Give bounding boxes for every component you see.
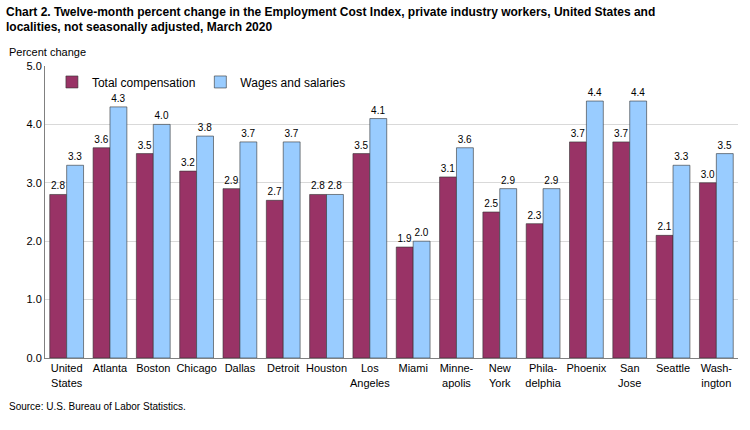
svg-text:2.9: 2.9 <box>544 175 558 186</box>
svg-text:Wages and salaries: Wages and salaries <box>240 76 345 90</box>
svg-text:Wash-ington: Wash-ington <box>701 362 733 388</box>
svg-text:2.8: 2.8 <box>51 180 65 191</box>
svg-text:Boston: Boston <box>136 362 170 374</box>
svg-text:0.0: 0.0 <box>27 352 42 364</box>
svg-text:1.0: 1.0 <box>27 293 42 305</box>
svg-text:Minne-apolis: Minne-apolis <box>440 362 474 388</box>
svg-text:4.0: 4.0 <box>155 110 169 121</box>
svg-text:3.7: 3.7 <box>571 128 585 139</box>
svg-text:UnitedStates: UnitedStates <box>51 362 83 388</box>
svg-text:4.0: 4.0 <box>27 118 42 130</box>
svg-text:3.7: 3.7 <box>614 128 628 139</box>
svg-text:3.6: 3.6 <box>458 134 472 145</box>
svg-text:3.7: 3.7 <box>241 128 255 139</box>
svg-text:4.4: 4.4 <box>588 87 602 98</box>
svg-text:2.9: 2.9 <box>501 175 515 186</box>
svg-text:4.1: 4.1 <box>371 105 385 116</box>
svg-text:4.4: 4.4 <box>631 87 645 98</box>
svg-text:2.8: 2.8 <box>328 180 342 191</box>
svg-text:3.5: 3.5 <box>138 140 152 151</box>
svg-text:3.3: 3.3 <box>674 151 688 162</box>
svg-text:2.7: 2.7 <box>268 186 282 197</box>
svg-text:2.3: 2.3 <box>527 210 541 221</box>
svg-text:2.0: 2.0 <box>27 235 42 247</box>
svg-text:Chicago: Chicago <box>176 362 216 374</box>
svg-text:5.0: 5.0 <box>27 60 42 72</box>
svg-text:Source: U.S. Bureau of Labor S: Source: U.S. Bureau of Labor Statistics. <box>9 401 186 412</box>
svg-text:Atlanta: Atlanta <box>93 362 128 374</box>
svg-text:2.0: 2.0 <box>414 227 428 238</box>
svg-text:4.3: 4.3 <box>111 93 125 104</box>
svg-text:Seattle: Seattle <box>656 362 690 374</box>
svg-text:Dallas: Dallas <box>225 362 256 374</box>
svg-text:Houston: Houston <box>306 362 347 374</box>
svg-text:2.5: 2.5 <box>484 198 498 209</box>
svg-text:3.1: 3.1 <box>441 163 455 174</box>
svg-text:3.8: 3.8 <box>198 122 212 133</box>
svg-text:3.0: 3.0 <box>27 177 42 189</box>
svg-text:SanJose: SanJose <box>618 362 641 388</box>
svg-text:Phoenix: Phoenix <box>567 362 607 374</box>
svg-text:3.5: 3.5 <box>354 140 368 151</box>
svg-text:1.9: 1.9 <box>398 233 412 244</box>
svg-text:Chart 2. Twelve-month percent: Chart 2. Twelve-month percent change in … <box>6 5 655 35</box>
svg-text:Detroit: Detroit <box>267 362 299 374</box>
svg-text:Total compensation: Total compensation <box>92 76 195 90</box>
svg-text:3.2: 3.2 <box>181 157 195 168</box>
svg-text:3.7: 3.7 <box>284 128 298 139</box>
svg-text:2.9: 2.9 <box>224 175 238 186</box>
svg-text:3.6: 3.6 <box>94 134 108 145</box>
svg-text:3.0: 3.0 <box>701 169 715 180</box>
svg-text:Percent change: Percent change <box>9 46 86 58</box>
svg-text:2.8: 2.8 <box>311 180 325 191</box>
svg-text:LosAngeles: LosAngeles <box>350 362 390 388</box>
svg-text:3.3: 3.3 <box>68 151 82 162</box>
svg-text:3.5: 3.5 <box>718 140 732 151</box>
svg-text:Phila-delphia: Phila-delphia <box>525 362 561 388</box>
svg-text:2.1: 2.1 <box>657 221 671 232</box>
svg-text:NewYork: NewYork <box>489 362 511 388</box>
svg-text:Miami: Miami <box>398 362 427 374</box>
